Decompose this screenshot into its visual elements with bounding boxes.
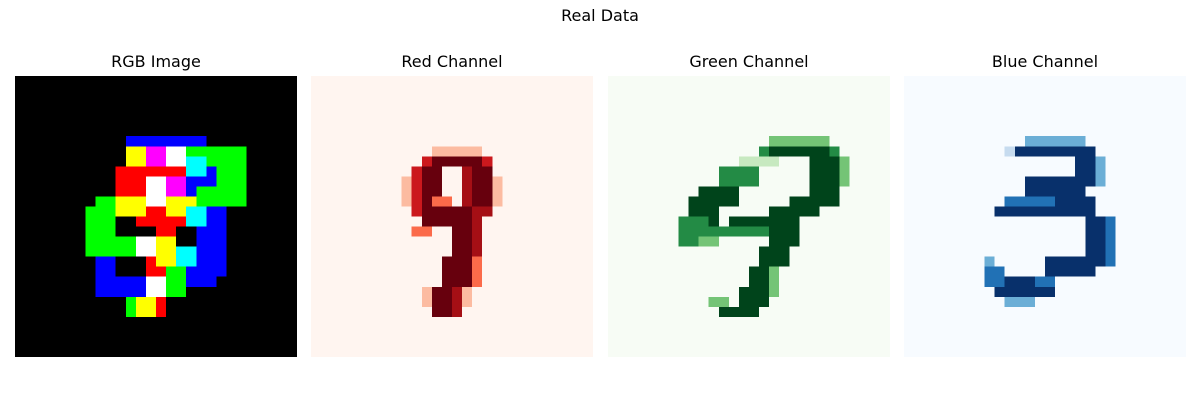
blue-channel-title: Blue Channel	[991, 52, 1099, 71]
green-channel-digit	[678, 136, 850, 317]
green-channel-panel	[608, 76, 890, 357]
red-channel-title: Red Channel	[401, 52, 503, 71]
red-channel-panel	[311, 76, 593, 357]
rgb-digit-composite	[85, 136, 247, 317]
blue-channel-digit	[984, 136, 1116, 307]
green-channel-title: Green Channel	[689, 52, 809, 71]
figure-title: Real Data	[561, 6, 639, 25]
rgb-image-title: RGB Image	[111, 52, 201, 71]
red-channel-digit	[401, 146, 503, 317]
rgb-image-panel	[15, 76, 297, 357]
blue-channel-panel	[904, 76, 1186, 357]
